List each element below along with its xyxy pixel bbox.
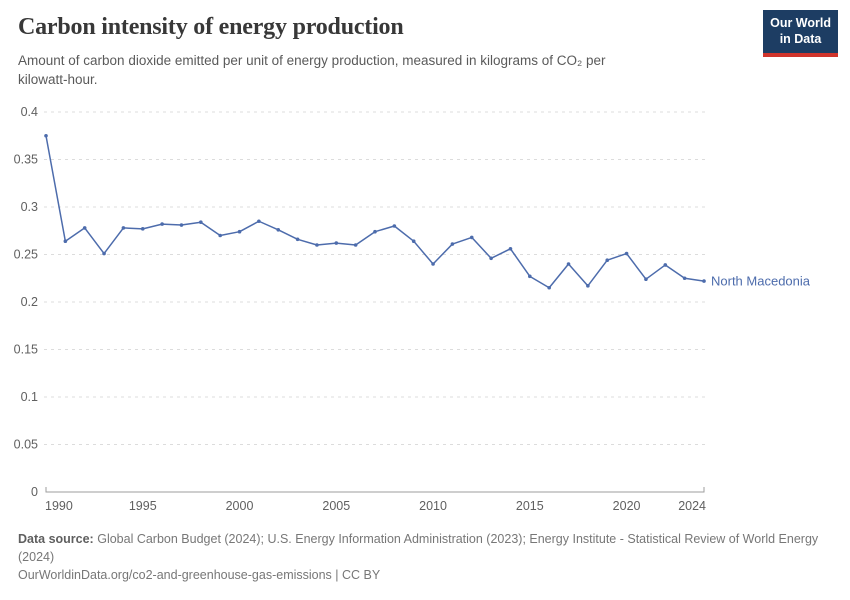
entity-label: North Macedonia [711, 274, 811, 289]
svg-text:2000: 2000 [226, 499, 254, 513]
svg-text:2024: 2024 [678, 499, 706, 513]
data-line [45, 135, 705, 289]
x-axis-labels: 1990 1995 2000 2005 2010 2015 2020 2024 [45, 499, 706, 513]
y-axis-labels: 0 0.05 0.1 0.15 0.2 0.25 0.3 0.35 0.4 [14, 105, 38, 499]
svg-text:0.15: 0.15 [14, 343, 38, 357]
svg-text:1990: 1990 [45, 499, 73, 513]
data-source-note: Data source: Global Carbon Budget (2024)… [18, 530, 826, 566]
svg-text:2010: 2010 [419, 499, 447, 513]
y-gridlines [44, 111, 706, 445]
svg-text:0.4: 0.4 [21, 105, 38, 119]
x-axis [45, 487, 705, 493]
license-label: CC BY [342, 568, 381, 582]
svg-text:0: 0 [31, 485, 38, 499]
chart-subtitle: Amount of carbon dioxide emitted per uni… [18, 51, 606, 89]
logo-text-line1: Our World [770, 16, 831, 30]
svg-text:1995: 1995 [129, 499, 157, 513]
svg-text:0.1: 0.1 [21, 390, 38, 404]
subtitle-line2: kilowatt-hour. [18, 72, 98, 88]
line-chart-svg[interactable]: 0 0.05 0.1 0.15 0.2 0.25 0.3 0.35 0.4 1990 1995 200… [0, 100, 850, 520]
logo-text-line2: in Data [779, 32, 822, 47]
svg-text:2015: 2015 [516, 499, 544, 513]
svg-text:0.3: 0.3 [21, 200, 38, 214]
subtitle-line1: Amount of carbon dioxide emitted per uni… [18, 53, 606, 68]
page-title: Carbon intensity of energy production [18, 14, 404, 40]
svg-text:2005: 2005 [322, 499, 350, 513]
footer-separator: | [335, 568, 339, 582]
owid-logo[interactable]: Our World in Data [763, 10, 838, 57]
data-source-label: Data source: [18, 532, 94, 546]
data-source-text: Global Carbon Budget (2024); U.S. Energy… [18, 532, 819, 565]
svg-text:0.05: 0.05 [14, 438, 38, 452]
svg-text:0.35: 0.35 [14, 153, 38, 167]
footer-link-row: OurWorldinData.org/co2-and-greenhouse-ga… [18, 568, 826, 582]
svg-text:0.2: 0.2 [21, 295, 38, 309]
data-points [44, 133, 706, 290]
owid-url-link[interactable]: OurWorldinData.org/co2-and-greenhouse-ga… [18, 568, 332, 582]
svg-text:2020: 2020 [613, 499, 641, 513]
svg-text:0.25: 0.25 [14, 248, 38, 262]
